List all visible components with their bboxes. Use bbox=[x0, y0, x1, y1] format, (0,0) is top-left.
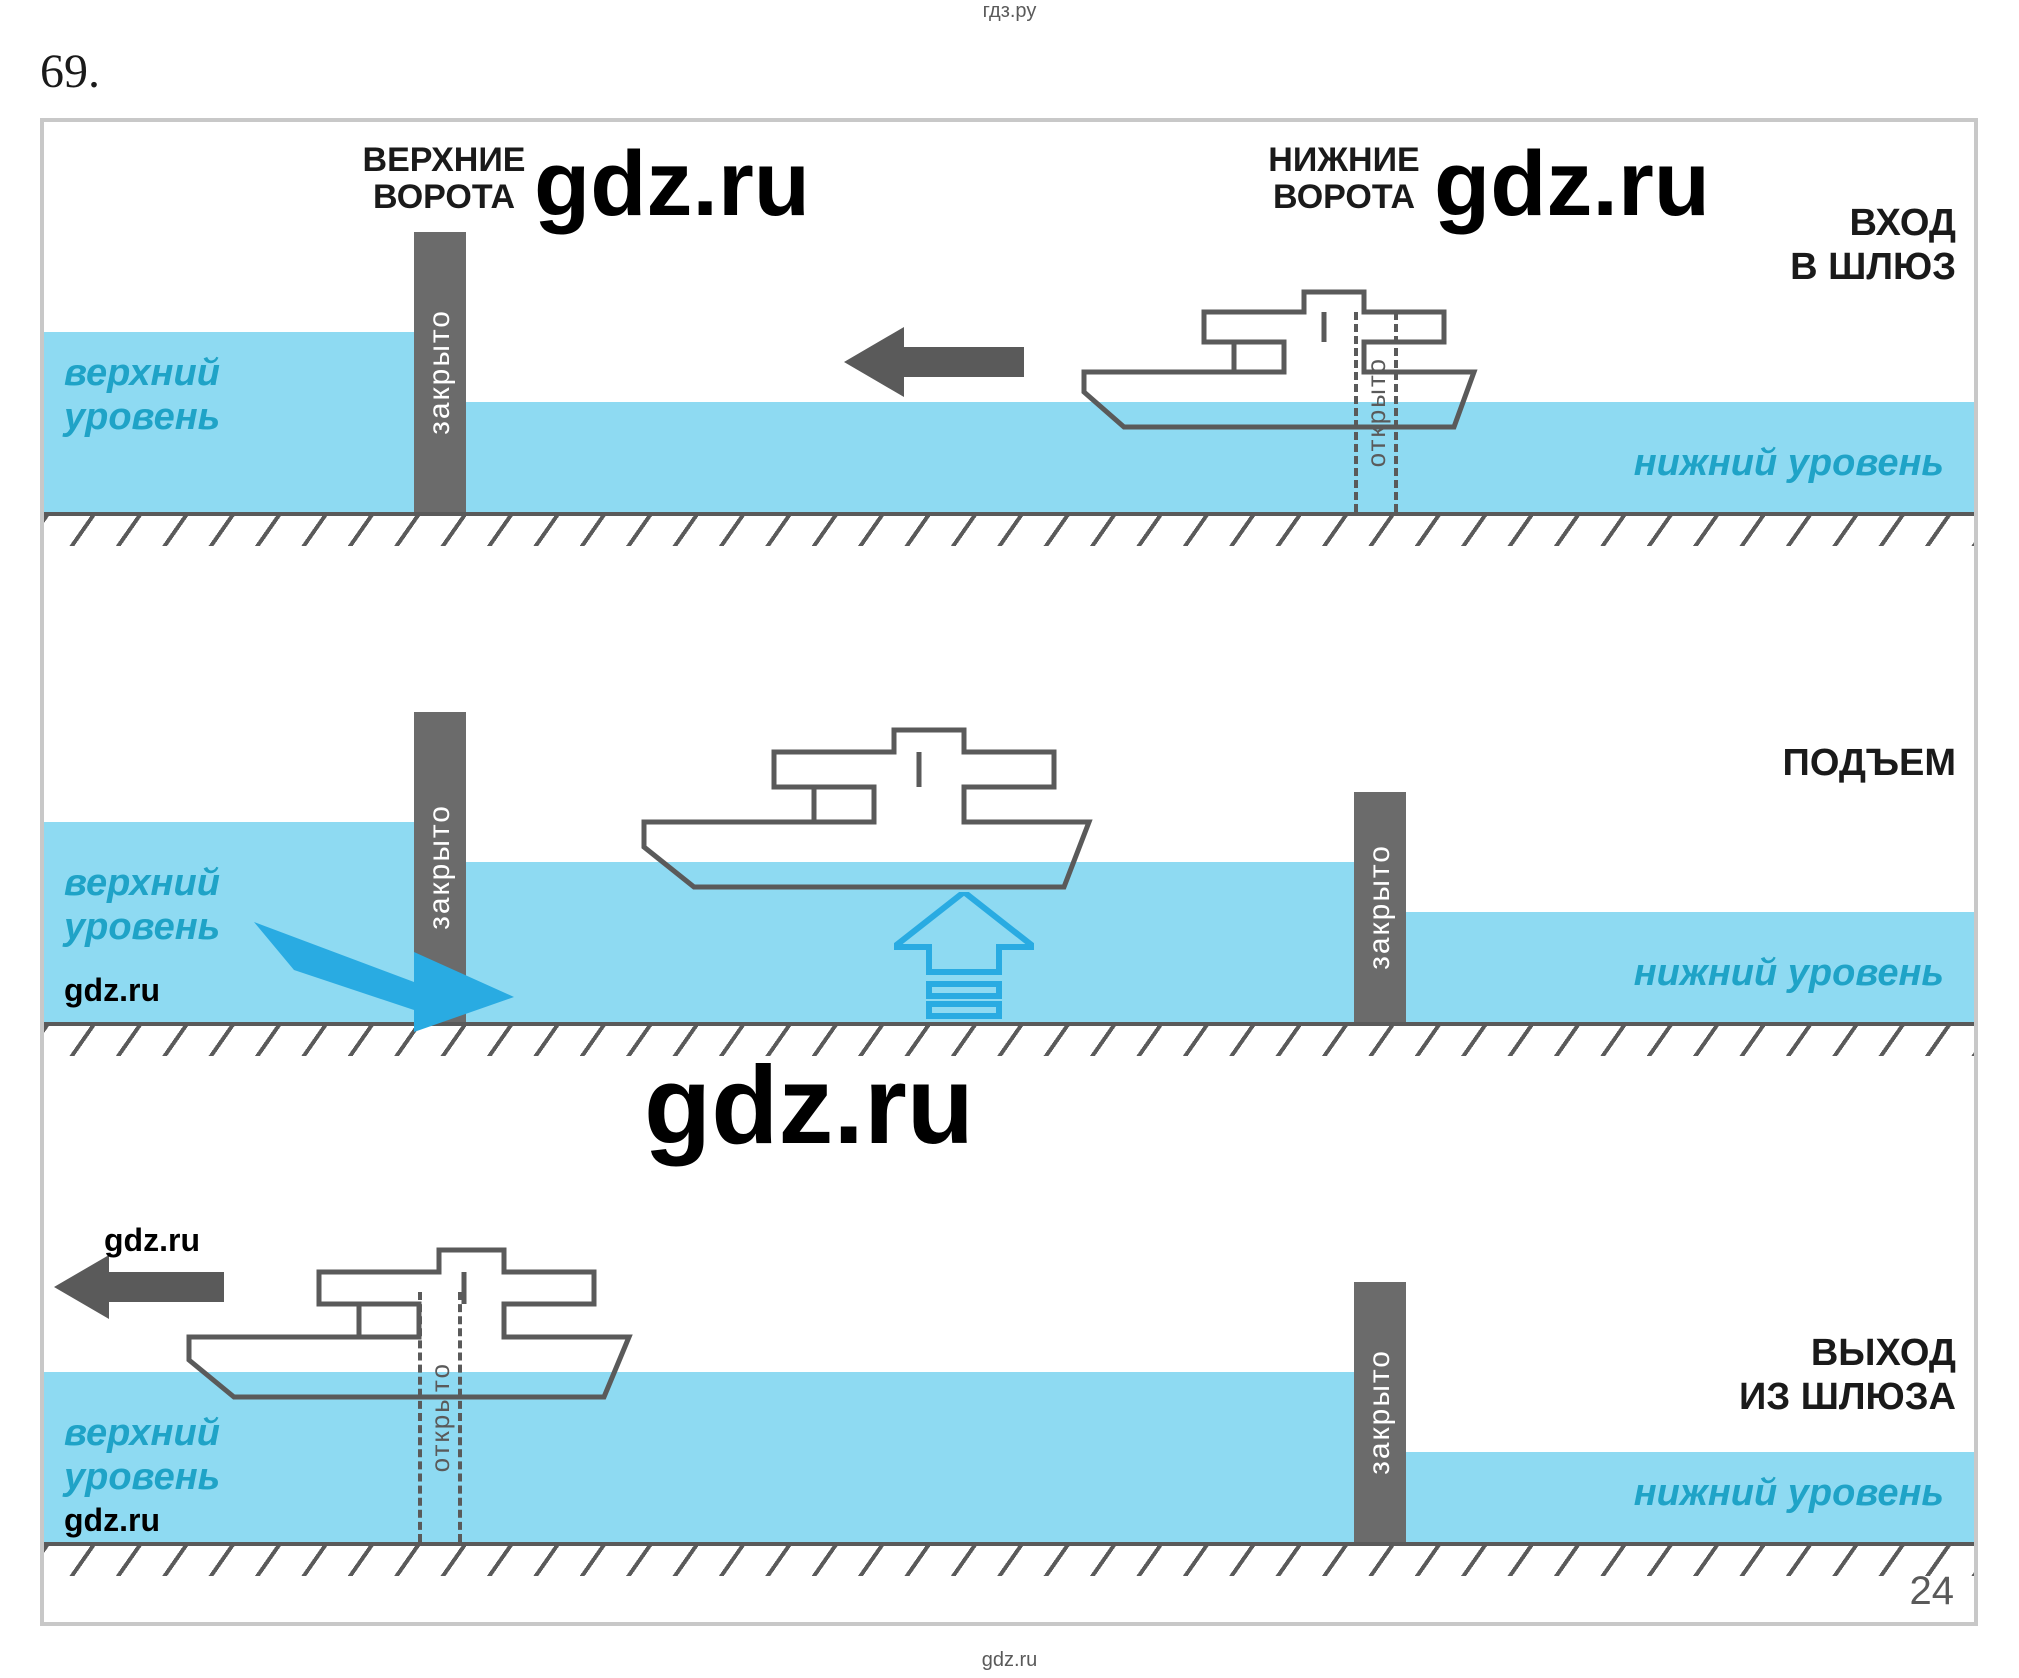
stage-2-lift: ПОДЪЕМ верхний уровень нижний уровень за… bbox=[44, 652, 1974, 1122]
water-upper-label-3: верхний уровень bbox=[64, 1412, 220, 1499]
watermark-small-3a: gdz.ru bbox=[104, 1222, 200, 1259]
lower-gate-closed-3: закрыто bbox=[1354, 1282, 1406, 1542]
stage-3-exit: ВЫХОД ИЗ ШЛЮЗА верхний уровень нижний ур… bbox=[44, 1172, 1974, 1622]
water-upper-label-1: верхний уровень bbox=[64, 352, 220, 439]
watermark-big-center: gdz.ru bbox=[644, 1042, 974, 1169]
gate-closed-text: закрыто bbox=[423, 309, 457, 435]
lower-gate-closed-2: закрыто bbox=[1354, 792, 1406, 1022]
water-lower-label-3: нижний уровень bbox=[1634, 1472, 1944, 1516]
phase-label-1: ВХОД В ШЛЮЗ bbox=[1790, 202, 1956, 289]
page-footer: gdz.ru bbox=[0, 1649, 2019, 1672]
watermark-big-1b: gdz.ru bbox=[1434, 132, 1710, 237]
watermark-small-3b: gdz.ru bbox=[64, 1502, 160, 1539]
gate-closed-text: закрыто bbox=[1363, 1349, 1397, 1475]
water-lower-label-2: нижний уровень bbox=[1634, 952, 1944, 996]
ship-3 bbox=[174, 1232, 644, 1402]
up-arrow bbox=[894, 892, 1034, 1022]
stage-1-enter: ВЕРХНИЕ ВОРОТА НИЖНИЕ ВОРОТА ВХОД В ШЛЮЗ… bbox=[44, 142, 1974, 612]
diagram-frame: ВЕРХНИЕ ВОРОТА НИЖНИЕ ВОРОТА ВХОД В ШЛЮЗ… bbox=[40, 118, 1978, 1626]
page-root: гдз.ру 69. ВЕРХНИЕ ВОРОТА НИЖНИЕ ВОРОТА … bbox=[0, 0, 2019, 1678]
page-number: 24 bbox=[1910, 1569, 1955, 1614]
watermark-small-2: gdz.ru bbox=[64, 972, 160, 1009]
ship-2 bbox=[624, 712, 1104, 892]
gate-closed-text: закрыто bbox=[423, 804, 457, 930]
watermark-big-1a: gdz.ru bbox=[534, 132, 810, 237]
ship-1 bbox=[1064, 272, 1484, 432]
phase-label-2: ПОДЪЕМ bbox=[1783, 742, 1957, 786]
phase-label-3: ВЫХОД ИЗ ШЛЮЗА bbox=[1739, 1332, 1956, 1419]
upper-gate-label: ВЕРХНИЕ ВОРОТА bbox=[344, 142, 544, 217]
gate-closed-text: закрыто bbox=[1363, 844, 1397, 970]
ground-hatch-3 bbox=[44, 1546, 1974, 1576]
water-upper-label-2: верхний уровень bbox=[64, 862, 220, 949]
upper-gate-closed-1: закрыто bbox=[414, 232, 466, 512]
inflow-arrow bbox=[254, 922, 514, 1032]
water-lower-label-1: нижний уровень bbox=[1634, 442, 1944, 486]
question-number: 69. bbox=[40, 44, 100, 99]
page-header: гдз.ру bbox=[0, 0, 2019, 23]
ground-hatch-1 bbox=[44, 516, 1974, 546]
arrow-left-1 bbox=[844, 322, 1024, 402]
lower-gate-label: НИЖНИЕ ВОРОТА bbox=[1244, 142, 1444, 217]
